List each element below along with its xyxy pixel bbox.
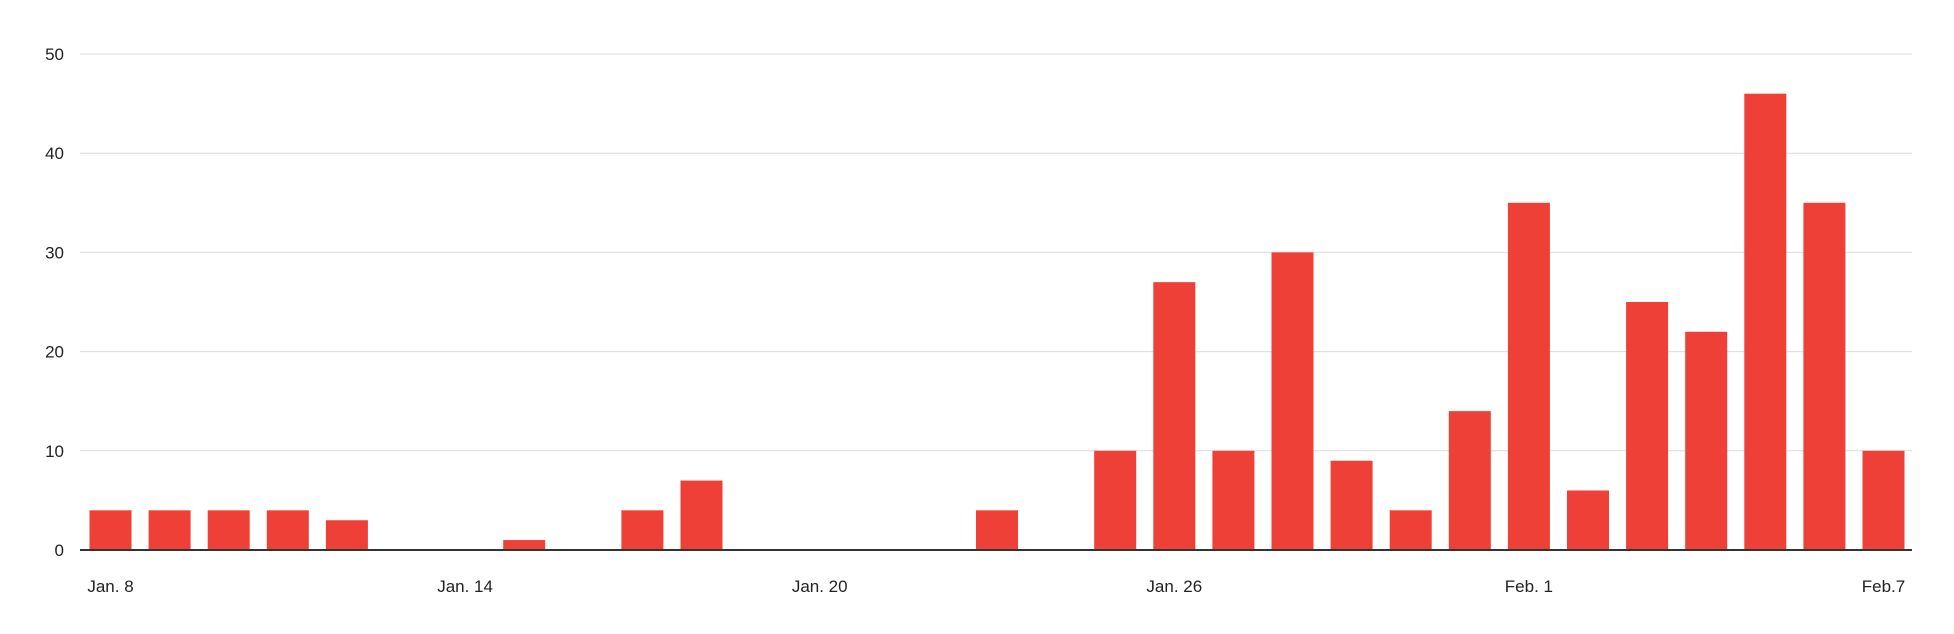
bar — [1567, 490, 1609, 550]
x-tick-label: Jan. 8 — [87, 577, 133, 596]
y-tick-label: 50 — [45, 45, 64, 64]
x-axis-ticks: Jan. 8 Jan. 14 Jan. 20 Jan. 26 Feb. 1 Feb.7 — [87, 577, 1905, 596]
y-tick-label: 0 — [55, 541, 64, 560]
bar — [1271, 252, 1314, 550]
grid-lines — [80, 53, 1912, 452]
bar — [1744, 93, 1787, 551]
bar — [1448, 411, 1491, 550]
y-tick-label: 40 — [45, 144, 64, 163]
bar — [503, 540, 546, 550]
bar — [266, 510, 309, 550]
x-tick-label: Jan. 14 — [437, 577, 493, 596]
bar — [680, 480, 723, 550]
y-tick-label: 30 — [45, 243, 64, 262]
bar — [1212, 450, 1255, 550]
bar — [1685, 331, 1728, 550]
y-axis-ticks: 0 10 20 30 40 50 — [45, 45, 64, 560]
bar — [1862, 450, 1905, 550]
bar — [976, 510, 1018, 550]
bar — [1626, 302, 1669, 550]
bar — [1507, 202, 1550, 551]
bar — [1389, 510, 1432, 550]
x-tick-label: Jan. 20 — [792, 577, 848, 596]
bar — [1094, 450, 1137, 550]
bar — [1330, 460, 1373, 550]
bar — [89, 510, 132, 550]
bar — [621, 510, 664, 550]
x-tick-label: Jan. 26 — [1146, 577, 1202, 596]
bar — [1153, 282, 1196, 550]
bar — [148, 510, 191, 550]
bar — [207, 510, 250, 550]
x-tick-label: Feb. 1 — [1505, 577, 1553, 596]
x-tick-label: Feb.7 — [1862, 577, 1905, 596]
y-tick-label: 10 — [45, 442, 64, 461]
y-tick-label: 20 — [45, 343, 64, 362]
bars — [89, 93, 1905, 551]
bar — [325, 520, 368, 550]
bar — [1803, 202, 1846, 551]
